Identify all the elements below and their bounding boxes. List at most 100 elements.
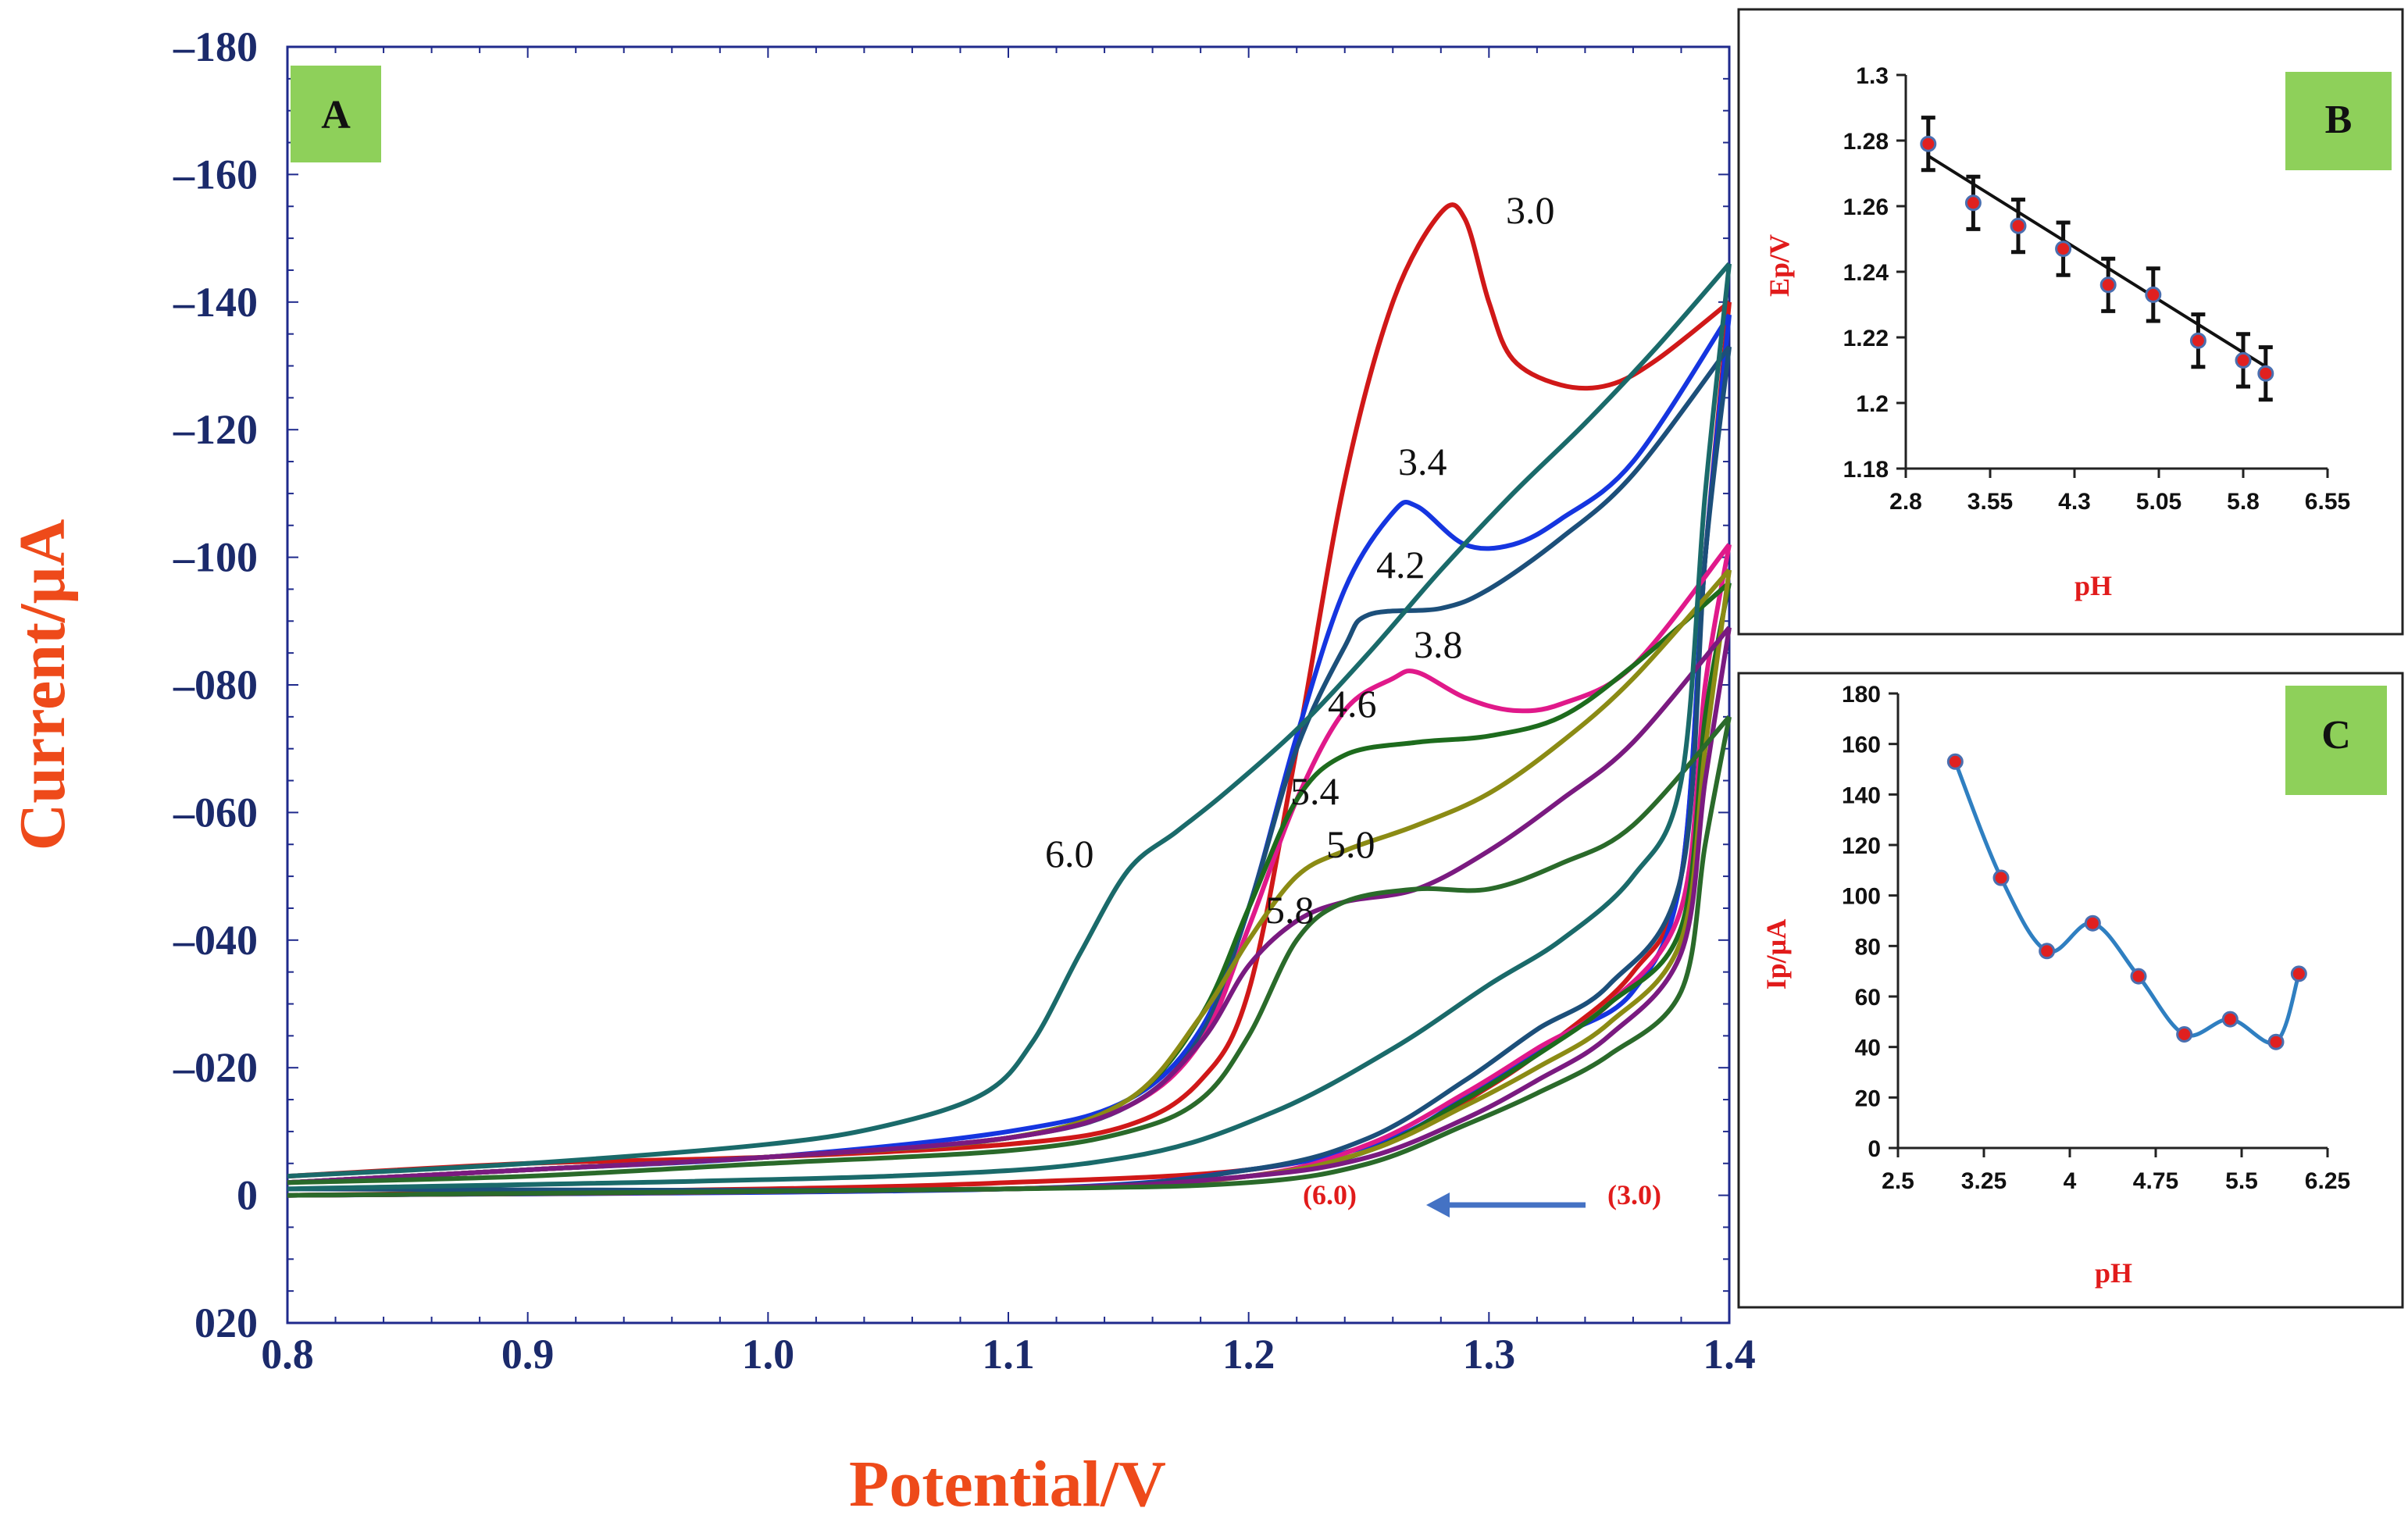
panel-a-x-tick-labels: 0.8 0.9 1.0 1.1 1.2 1.3 1.4 — [261, 1331, 1756, 1378]
curve-label-3-4: 3.4 — [1398, 440, 1447, 483]
c-x-tick-label-5-5: 5.5 — [2225, 1168, 2258, 1194]
panel-b-x-axis-label: pH — [2074, 570, 2112, 601]
c-x-tick-label-6-25: 6.25 — [2305, 1168, 2350, 1194]
b-fit-line — [1927, 155, 2267, 369]
a-y-tick-label-140: –140 — [173, 279, 258, 326]
panel-a-x-axis-label: Potential/V — [849, 1448, 1166, 1521]
panel-a-tag-box — [291, 66, 381, 162]
panel-c-tag: C — [2321, 713, 2351, 758]
panel-c-x-axis-label: pH — [2095, 1257, 2132, 1289]
c-y-tick-label-180: 180 — [1842, 682, 1881, 708]
b-y-tick-label-1-22: 1.22 — [1843, 326, 1889, 351]
panel-b-points — [1920, 116, 2274, 402]
panel-a-y-tick-labels: –180 –160 –140 –120 –100 –080 –060 –040 –020 0 020 — [173, 23, 258, 1346]
panel-c-y-axis-label: Ip/µA — [1761, 919, 1792, 990]
c-y-tick-label-100: 100 — [1842, 884, 1881, 910]
c-data-point — [2221, 1011, 2239, 1028]
c-y-tick-label-160: 160 — [1842, 733, 1881, 758]
curve-label-4-2: 4.2 — [1376, 543, 1425, 586]
cv-curve-5-0-forward — [287, 626, 1732, 1185]
a-y-tick-label-100: –100 — [173, 534, 258, 581]
b-data-point — [2145, 286, 2162, 303]
curve-label-4-6: 4.6 — [1328, 682, 1377, 726]
a-y-tick-label-180: –180 — [173, 23, 258, 70]
a-x-tick-label-1-0: 1.0 — [742, 1331, 795, 1378]
b-data-point — [2257, 365, 2274, 382]
a-y-tick-label-040: –040 — [173, 917, 258, 964]
cv-curve-6-0-reverse — [287, 263, 1732, 1192]
c-data-point — [2290, 965, 2307, 982]
b-x-tick-label-6-55: 6.55 — [2305, 489, 2350, 515]
a-x-tick-label-0-9: 0.9 — [501, 1331, 555, 1378]
panel-b-y-tick-labels: 1.18 1.2 1.22 1.24 1.26 1.28 1.3 — [1843, 63, 1889, 483]
c-data-point — [2039, 943, 2056, 960]
b-data-point — [1964, 194, 1982, 212]
curve-label-3-8: 3.8 — [1414, 622, 1463, 666]
panel-b-tag-box — [2285, 72, 2392, 170]
b-data-point — [2099, 276, 2117, 294]
b-data-point — [1920, 135, 1937, 152]
ph-direction-arrowhead — [1426, 1193, 1450, 1217]
c-y-tick-label-120: 120 — [1842, 833, 1881, 859]
b-data-point — [2189, 332, 2206, 349]
cv-curve-6-0-forward — [287, 262, 1732, 1179]
b-y-tick-label-1-3: 1.3 — [1856, 63, 1889, 89]
panel-c-axes — [1889, 692, 2329, 1157]
panel-b-y-axis-label: Ep/V — [1764, 234, 1795, 297]
c-x-tick-label-4-75: 4.75 — [2133, 1168, 2178, 1194]
c-y-tick-label-40: 40 — [1855, 1036, 1881, 1061]
c-x-tick-label-2-5: 2.5 — [1882, 1168, 1914, 1194]
panel-a-curves — [287, 202, 1732, 1198]
a-x-tick-label-1-3: 1.3 — [1463, 1331, 1516, 1378]
b-y-tick-label-1-24: 1.24 — [1843, 260, 1889, 286]
panel-a: 0.8 0.9 1.0 1.1 1.2 1.3 1.4 –180–160–140–120–1… — [6, 23, 1756, 1521]
curve-label-3-0: 3.0 — [1506, 188, 1555, 232]
panel-b: 2.8 3.55 4.3 5.05 5.8 6.55 1.18 1.2 1.22 1.24 1.2… — [1737, 8, 2404, 636]
panel-a-y-axis-label: Current/µA — [6, 519, 79, 850]
b-data-point — [2235, 351, 2252, 369]
a-x-tick-label-1-4: 1.4 — [1703, 1331, 1756, 1378]
b-y-tick-label-1-18: 1.18 — [1843, 457, 1889, 483]
cv-curve-5-8-reverse — [287, 716, 1732, 1198]
c-y-tick-label-60: 60 — [1855, 985, 1881, 1011]
a-y-tick-label-160: –160 — [173, 151, 258, 198]
panel-a-tag: A — [321, 93, 351, 137]
c-y-tick-label-0: 0 — [1868, 1136, 1881, 1162]
b-y-tick-label-1-2: 1.2 — [1856, 391, 1889, 417]
b-data-point — [2055, 241, 2072, 258]
b-y-tick-label-1-26: 1.26 — [1843, 194, 1889, 220]
c-data-point — [2267, 1033, 2285, 1050]
c-data-point — [1992, 869, 2010, 886]
c-y-tick-label-20: 20 — [1855, 1086, 1881, 1111]
curve-label-5-4: 5.4 — [1290, 769, 1340, 813]
b-data-point — [2010, 217, 2027, 234]
a-x-tick-label-0-8: 0.8 — [261, 1331, 314, 1378]
b-x-tick-label-3-55: 3.55 — [1967, 489, 2013, 515]
panel-b-tag: B — [2325, 98, 2353, 142]
a-y-tick-label-020: 020 — [194, 1299, 258, 1346]
c-y-tick-label-140: 140 — [1842, 783, 1881, 808]
a-y-tick-label-060: –060 — [173, 789, 258, 836]
a-y-tick-label-080: –080 — [173, 661, 258, 708]
c-data-point — [2084, 914, 2101, 932]
curve-label-5-8: 5.8 — [1265, 888, 1315, 932]
b-x-tick-label-5-05: 5.05 — [2136, 489, 2181, 515]
a-y-tick-label-0: 0 — [237, 1172, 258, 1219]
c-data-point — [2176, 1026, 2193, 1043]
panel-c-tag-box — [2285, 686, 2387, 795]
c-x-tick-label-3-25: 3.25 — [1961, 1168, 2007, 1194]
curve-label-5-0: 5.0 — [1326, 822, 1375, 866]
ph-annotation-right: (3.0) — [1607, 1179, 1661, 1210]
panel-c-series — [1946, 753, 2307, 1050]
b-x-tick-label-2-8: 2.8 — [1889, 489, 1922, 515]
panel-c-x-tick-labels: 2.5 3.25 4 4.75 5.5 6.25 — [1882, 1168, 2350, 1194]
a-x-tick-label-1-2: 1.2 — [1222, 1331, 1275, 1378]
a-y-tick-label-020: –020 — [173, 1044, 258, 1091]
b-y-tick-label-1-28: 1.28 — [1843, 129, 1889, 155]
a-x-tick-label-1-1: 1.1 — [982, 1331, 1035, 1378]
a-y-tick-label-120: –120 — [173, 406, 258, 453]
c-x-tick-label-4: 4 — [2064, 1168, 2077, 1194]
c-data-point — [2130, 968, 2147, 985]
panel-b-axes — [1896, 73, 2329, 478]
